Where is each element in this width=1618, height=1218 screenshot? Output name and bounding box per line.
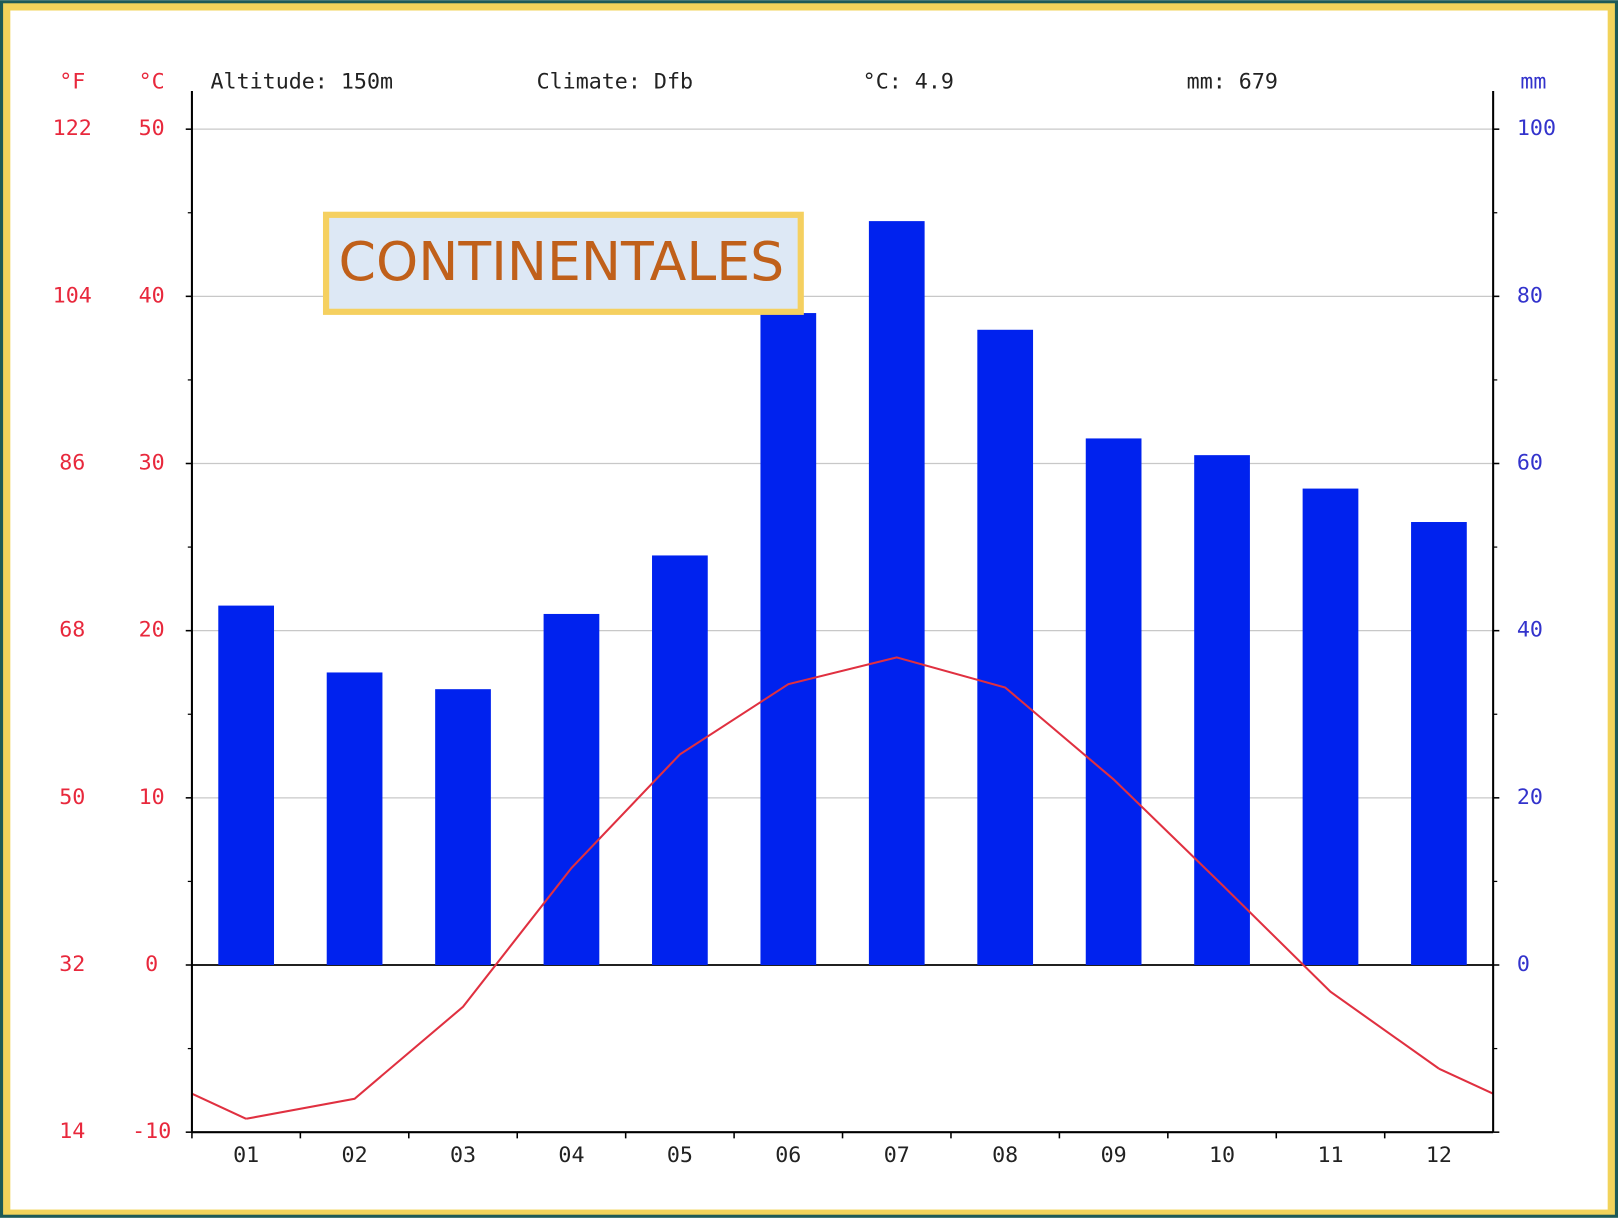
y-tick-label: 50 [139, 116, 165, 141]
y2-tick-label: 40 [1517, 618, 1543, 643]
f-tick-label: 86 [59, 451, 85, 476]
y2-tick-label: 80 [1517, 283, 1543, 308]
x-tick-label: 06 [775, 1143, 801, 1168]
annotation: CONTINENTALES [339, 230, 785, 293]
x-tick-label: 10 [1209, 1143, 1235, 1168]
climate: Climate: Dfb [537, 70, 693, 95]
altitude: Altitude: 150m [211, 70, 394, 95]
f-unit: °F [59, 70, 85, 95]
x-tick-label: 01 [233, 1143, 259, 1168]
temp-edge-right [1438, 1067, 1494, 1095]
x-tick-label: 08 [992, 1143, 1018, 1168]
y2-tick-label: 0 [1517, 952, 1530, 977]
y2-tick-label: 60 [1517, 451, 1543, 476]
bar [1085, 438, 1142, 966]
y2-tick-label: 100 [1517, 116, 1556, 141]
f-tick-label: 68 [59, 618, 85, 643]
x-tick-label: 09 [1101, 1143, 1127, 1168]
y2-tick-label: 20 [1517, 785, 1543, 810]
bar [868, 221, 925, 966]
plot: -100102030405014325068861041220204060801… [53, 90, 1556, 1168]
x-tick-label: 07 [884, 1143, 910, 1168]
y-tick-label: 10 [139, 785, 165, 810]
mm-unit: mm [1520, 70, 1546, 95]
bar [218, 605, 275, 966]
y-tick-label: 0 [145, 952, 158, 977]
f-tick-label: 122 [53, 116, 92, 141]
bar [760, 313, 817, 966]
x-tick-label: 02 [342, 1143, 368, 1168]
c-unit: °C [139, 70, 165, 95]
bar [1302, 488, 1359, 966]
bar [1411, 522, 1467, 966]
bar [977, 329, 1034, 966]
mean-temp: °C: 4.9 [863, 70, 954, 95]
y-tick-label: 20 [139, 618, 165, 643]
bar [1194, 455, 1250, 966]
f-tick-label: 14 [59, 1119, 85, 1144]
overlay: CONTINENTALES [322, 211, 804, 315]
bar [652, 555, 708, 966]
f-tick-label: 32 [59, 952, 85, 977]
f-tick-label: 50 [59, 785, 85, 810]
x-tick-label: 03 [450, 1143, 476, 1168]
bar [435, 689, 491, 966]
y-tick-label: 30 [139, 451, 165, 476]
temp-line [245, 656, 1440, 1120]
x-tick-label: 04 [558, 1143, 584, 1168]
x-tick-label: 12 [1426, 1143, 1452, 1168]
y-tick-label: 40 [139, 283, 165, 308]
x-tick-label: 11 [1317, 1143, 1343, 1168]
bar [543, 613, 600, 966]
bar [326, 672, 383, 966]
total-precip: mm: 679 [1187, 70, 1278, 95]
temp-edge-left [191, 1092, 247, 1120]
y-tick-label: -10 [132, 1119, 171, 1144]
x-tick-label: 05 [667, 1143, 693, 1168]
annotation-box [322, 211, 804, 315]
f-tick-label: 104 [53, 283, 92, 308]
